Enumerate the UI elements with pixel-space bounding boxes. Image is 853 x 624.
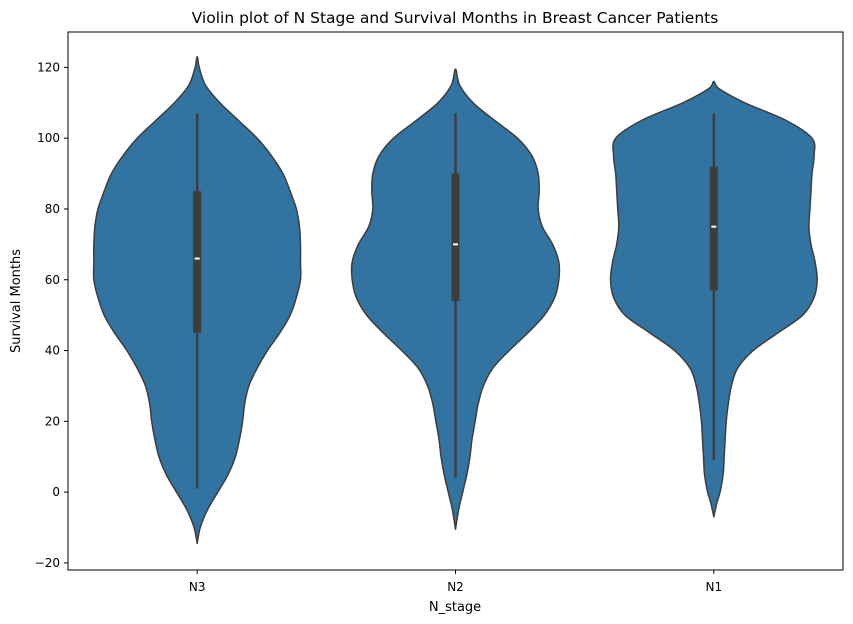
y-tick-label: −20	[35, 556, 60, 570]
y-tick-label: 60	[45, 273, 60, 287]
violins-layer	[92, 56, 818, 545]
y-tick-label: 0	[52, 485, 60, 499]
x-axis-title: N_stage	[429, 600, 481, 615]
y-tick-label: 100	[37, 131, 60, 145]
y-tick-label: 80	[45, 202, 60, 216]
x-tick-label-n1: N1	[706, 580, 723, 594]
y-tick-label: 20	[45, 414, 60, 428]
x-tick-label-n2: N2	[447, 580, 464, 594]
chart-title: Violin plot of N Stage and Survival Mont…	[192, 9, 719, 27]
y-axis: −20 0 20 40 60 80 100 120	[35, 60, 68, 570]
y-tick-label: 40	[45, 344, 60, 358]
x-tick-label-n3: N3	[189, 580, 206, 594]
y-tick-label: 120	[37, 60, 60, 74]
y-axis-title: Survival Months	[9, 249, 24, 353]
x-axis: N3 N2 N1	[189, 570, 722, 594]
